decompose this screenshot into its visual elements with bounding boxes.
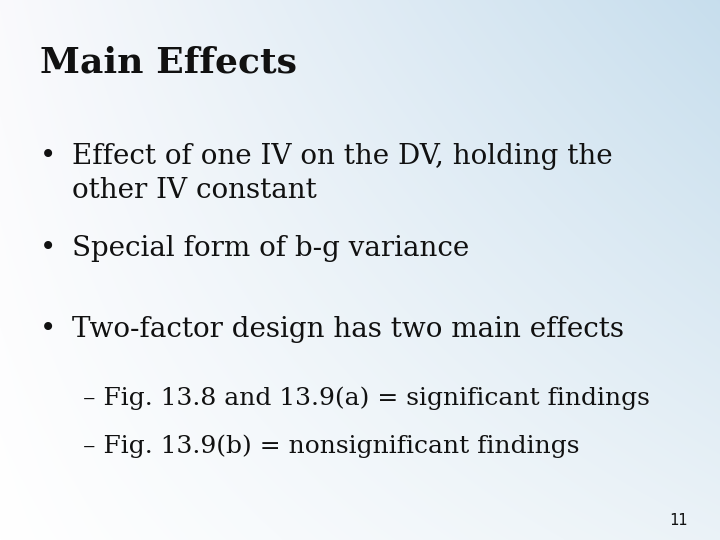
Text: •: • — [40, 316, 56, 343]
Text: – Fig. 13.9(b) = nonsignificant findings: – Fig. 13.9(b) = nonsignificant findings — [83, 435, 580, 458]
Text: •: • — [40, 143, 56, 170]
Text: •: • — [40, 235, 56, 262]
Text: Special form of b-g variance: Special form of b-g variance — [72, 235, 469, 262]
Text: – Fig. 13.8 and 13.9(a) = significant findings: – Fig. 13.8 and 13.9(a) = significant fi… — [83, 386, 649, 410]
Text: Main Effects: Main Effects — [40, 46, 297, 80]
Text: 11: 11 — [670, 513, 688, 528]
Text: Effect of one IV on the DV, holding the
other IV constant: Effect of one IV on the DV, holding the … — [72, 143, 613, 205]
Text: Two-factor design has two main effects: Two-factor design has two main effects — [72, 316, 624, 343]
